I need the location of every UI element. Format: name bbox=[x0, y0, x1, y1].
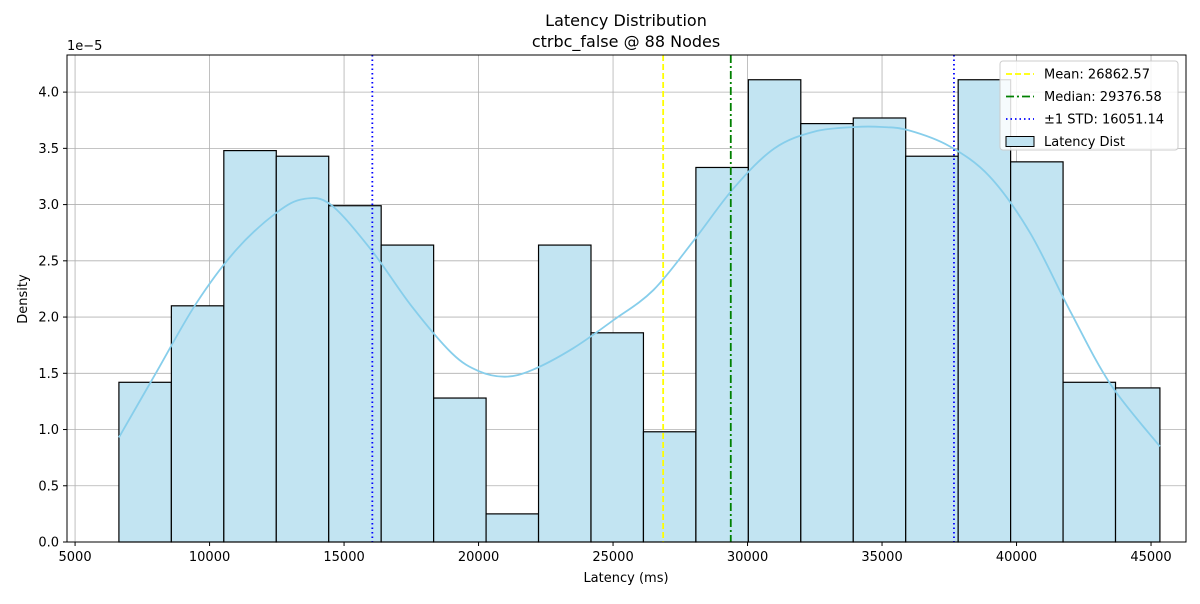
reference-lines-layer bbox=[371, 55, 955, 542]
x-axis-label: Latency (ms) bbox=[583, 571, 668, 586]
x-tick-label: 25000 bbox=[592, 550, 633, 565]
y-tick-label: 1.5 bbox=[38, 367, 59, 382]
legend-patch-swatch bbox=[1005, 136, 1035, 147]
x-tick-label: 35000 bbox=[861, 550, 902, 565]
legend-label: ±1 STD: 16051.14 bbox=[1044, 113, 1164, 128]
x-tick-label: 15000 bbox=[323, 550, 364, 565]
histogram-bar bbox=[800, 123, 854, 543]
histogram-bar bbox=[695, 166, 749, 543]
histogram-bar bbox=[905, 155, 959, 543]
histogram-bar bbox=[485, 513, 540, 543]
ticks-layer: 5000 10000 15000 20000 25000 30000 35000 40000 4… bbox=[38, 86, 1171, 565]
legend-label: Mean: 26862.57 bbox=[1044, 68, 1150, 83]
x-tick-label: 40000 bbox=[996, 550, 1037, 565]
histogram-bar bbox=[223, 150, 277, 543]
y-tick-label: 4.0 bbox=[38, 86, 59, 101]
histogram-bar bbox=[852, 117, 907, 543]
x-tick-label: 45000 bbox=[1130, 550, 1171, 565]
legend-box bbox=[999, 60, 1179, 151]
y-tick-label: 3.5 bbox=[38, 142, 59, 157]
legend-label: Latency Dist bbox=[1044, 135, 1125, 150]
y-tick-label: 0.0 bbox=[38, 536, 59, 551]
y-tick-label: 2.5 bbox=[38, 254, 59, 269]
histogram-bar bbox=[1114, 387, 1161, 543]
y-tick-label: 3.0 bbox=[38, 198, 59, 213]
legend: Mean: 26862.57 Median: 29376.58 ±1 STD: 16… bbox=[999, 60, 1179, 151]
y-tick-label: 1.0 bbox=[38, 423, 59, 438]
histogram-bar bbox=[642, 431, 697, 543]
x-tick-label: 5000 bbox=[59, 550, 92, 565]
histogram-bar bbox=[380, 244, 435, 543]
x-tick-label: 10000 bbox=[189, 550, 230, 565]
histogram-bar bbox=[747, 79, 802, 543]
y-tick-label: 0.5 bbox=[38, 479, 59, 494]
axes-frame bbox=[66, 54, 1187, 543]
y-tick-label: 2.0 bbox=[38, 311, 59, 326]
histogram-bar bbox=[275, 155, 330, 543]
histogram-bar bbox=[433, 397, 487, 543]
histogram-bar bbox=[537, 244, 592, 543]
y-scale-label: 1e−5 bbox=[67, 39, 102, 54]
histogram-bar bbox=[118, 381, 172, 543]
chart-subtitle: ctrbc_false @ 88 Nodes bbox=[532, 32, 720, 52]
y-axis-label: Density bbox=[16, 274, 31, 324]
x-tick-label: 30000 bbox=[727, 550, 768, 565]
histogram-bar bbox=[328, 205, 382, 543]
legend-label: Median: 29376.58 bbox=[1044, 90, 1162, 105]
histogram-bar bbox=[1010, 161, 1064, 543]
histogram-bar bbox=[1062, 381, 1117, 543]
x-tick-label: 20000 bbox=[458, 550, 499, 565]
kde-curve bbox=[118, 125, 1161, 447]
chart-title: Latency Distribution bbox=[545, 11, 707, 30]
histogram-bar bbox=[590, 332, 645, 543]
histogram-bar bbox=[170, 305, 225, 543]
kde-layer bbox=[118, 125, 1161, 447]
